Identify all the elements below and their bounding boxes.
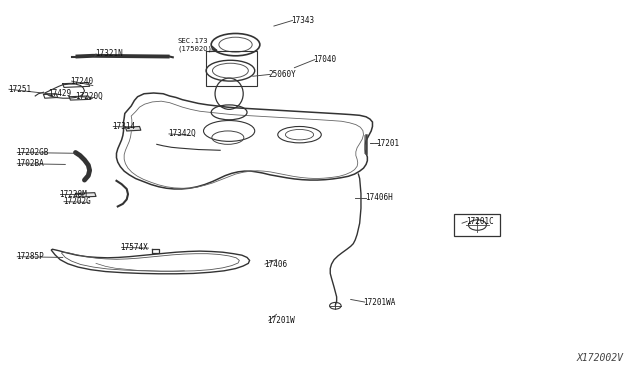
Text: 25060Y: 25060Y <box>269 70 296 79</box>
Polygon shape <box>76 193 96 197</box>
Text: 17429: 17429 <box>48 89 71 98</box>
Text: 17406: 17406 <box>264 260 287 269</box>
Text: 17321N: 17321N <box>95 49 122 58</box>
Text: 17285P: 17285P <box>16 252 44 261</box>
Text: 17220Q: 17220Q <box>76 92 103 101</box>
Text: 17240: 17240 <box>70 77 93 86</box>
Text: 17314: 17314 <box>112 122 135 131</box>
Text: 17201WA: 17201WA <box>364 298 396 307</box>
Text: 17406H: 17406H <box>365 193 392 202</box>
Text: SEC.173
(17502Q): SEC.173 (17502Q) <box>178 38 213 52</box>
Text: 17228M: 17228M <box>59 190 86 199</box>
Text: 1702BA: 1702BA <box>16 159 44 168</box>
Bar <box>454 214 500 236</box>
Text: 17574X: 17574X <box>120 243 148 252</box>
Text: 17202G: 17202G <box>63 197 90 206</box>
Text: 17202GB: 17202GB <box>16 148 49 157</box>
Text: 17251: 17251 <box>8 85 31 94</box>
Text: 17342Q: 17342Q <box>168 129 195 138</box>
Text: 17201C: 17201C <box>466 217 493 226</box>
Text: X172002V: X172002V <box>577 353 624 363</box>
Text: 17343: 17343 <box>291 16 314 25</box>
Text: 17040: 17040 <box>314 55 337 64</box>
Text: 17201: 17201 <box>376 139 399 148</box>
Bar <box>206 51 257 86</box>
Polygon shape <box>125 126 141 131</box>
Text: 17201W: 17201W <box>268 316 295 325</box>
